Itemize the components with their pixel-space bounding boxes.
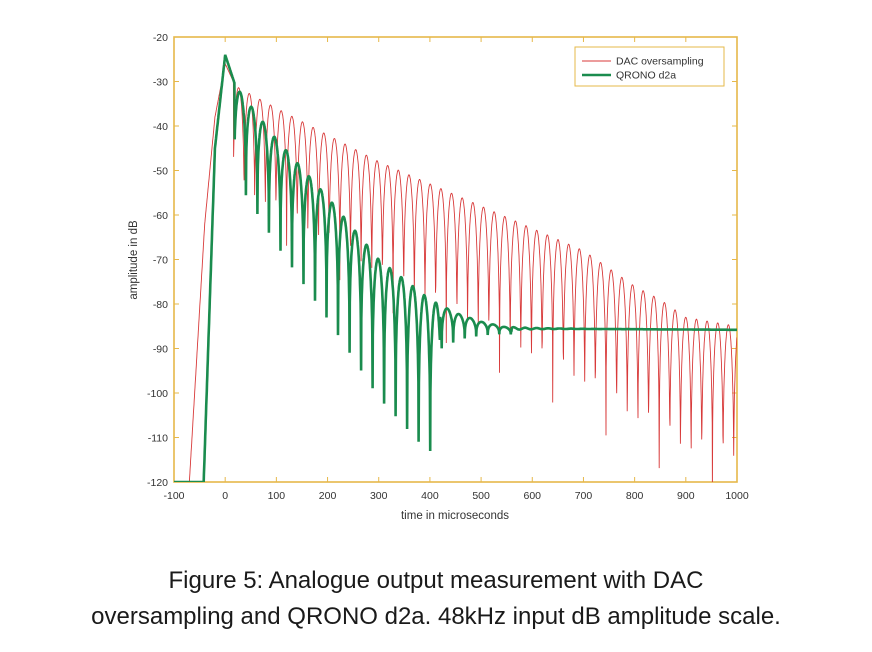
x-tick-label: 800 xyxy=(626,490,644,502)
x-tick-label: 0 xyxy=(222,490,228,502)
y-tick-label: -60 xyxy=(153,210,168,222)
x-tick-label: 900 xyxy=(677,490,695,502)
legend-box xyxy=(574,46,725,87)
y-tick-label: -50 xyxy=(153,166,168,178)
y-tick-label: -100 xyxy=(147,388,168,400)
y-axis-ticks: -20 -30 -40 -50 -60 -70 -80 -90 -100 -110 -120 xyxy=(147,32,737,489)
y-tick-label: -30 xyxy=(153,77,168,89)
x-tick-label: 100 xyxy=(268,490,286,502)
y-tick-label: -70 xyxy=(153,255,168,267)
series-line-dac-oversampling xyxy=(174,62,737,482)
x-tick-label: 200 xyxy=(319,490,337,502)
series-line-qrono-d2a xyxy=(174,54,737,482)
x-tick-label: 500 xyxy=(472,490,490,502)
y-tick-label: -20 xyxy=(153,32,168,44)
x-tick-label: -100 xyxy=(163,490,184,502)
figure-caption-line-2: oversampling and QRONO d2a. 48kHz input … xyxy=(91,603,781,630)
figure-caption-line-1: Figure 5: Analogue output measurement wi… xyxy=(168,567,704,594)
y-tick-label: -120 xyxy=(147,477,168,489)
x-axis-ticks: -100 0 100 200 300 400 500 600 700 800 900 1000 xyxy=(163,37,749,502)
x-tick-label: 300 xyxy=(370,490,388,502)
y-axis-label: amplitude in dB xyxy=(128,220,140,300)
chart: -100 0 100 200 300 400 500 600 700 800 900 1000 -20… xyxy=(128,32,749,522)
y-tick-label: -80 xyxy=(153,299,168,311)
x-tick-label: 700 xyxy=(575,490,593,502)
legend-label-dac-oversampling: DAC oversampling xyxy=(616,56,704,68)
y-tick-label: -40 xyxy=(153,121,168,133)
y-tick-label: -90 xyxy=(153,344,168,356)
legend: DAC oversampling QRONO d2a xyxy=(574,46,725,87)
x-tick-label: 400 xyxy=(421,490,439,502)
x-tick-label: 600 xyxy=(524,490,542,502)
y-tick-label: -110 xyxy=(148,433,168,445)
plot-area xyxy=(173,36,738,483)
x-axis-label: time in microseconds xyxy=(401,510,509,522)
x-tick-label: 1000 xyxy=(725,490,749,502)
legend-label-qrono-d2a: QRONO d2a xyxy=(616,70,676,82)
